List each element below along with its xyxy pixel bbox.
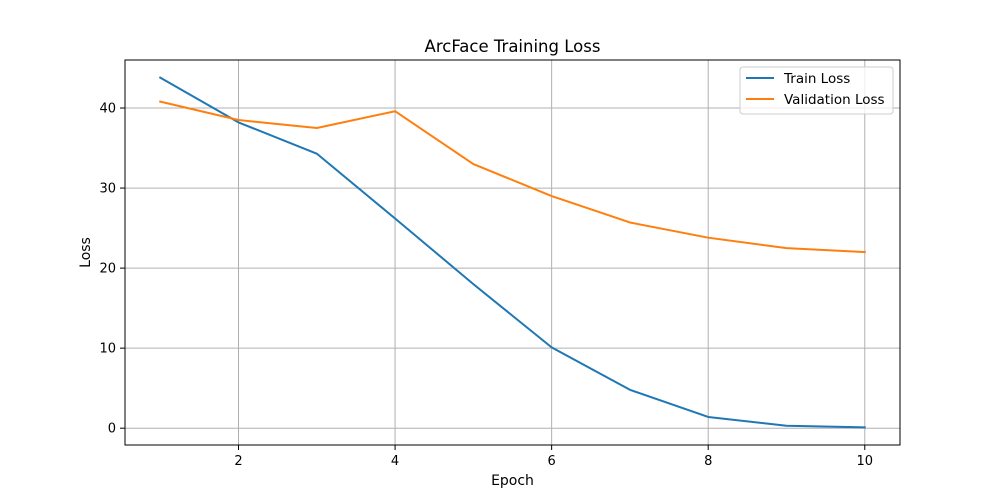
plot-area [125, 60, 900, 445]
chart-title: ArcFace Training Loss [425, 37, 601, 56]
y-tick-label: 20 [99, 262, 116, 277]
x-tick-label: 2 [234, 454, 242, 469]
legend-box [739, 66, 894, 115]
plot-frame [124, 59, 901, 446]
y-axis-label: Loss [78, 237, 94, 268]
y-tick-label: 0 [108, 422, 116, 437]
axis-ticks: 2 4 6 8 10 0 10 20 30 40 [99, 102, 873, 469]
legend-label-train-loss: Train Loss [783, 71, 850, 87]
x-axis-label: Epoch [491, 473, 534, 489]
x-tick-label: 8 [704, 454, 712, 469]
legend-label-validation-loss: Validation Loss [784, 92, 885, 108]
y-tick-label: 40 [99, 102, 116, 117]
series-line-validation-loss [159, 100, 866, 254]
x-tick-label: 6 [548, 454, 556, 469]
x-tick-label: 10 [856, 454, 873, 469]
legend: Train Loss Validation Loss [739, 66, 894, 115]
series-line-train-loss [158, 76, 866, 429]
y-tick-label: 30 [99, 182, 116, 197]
y-tick-label: 10 [99, 342, 116, 357]
series-lines [158, 76, 866, 429]
x-tick-label: 4 [391, 454, 399, 469]
